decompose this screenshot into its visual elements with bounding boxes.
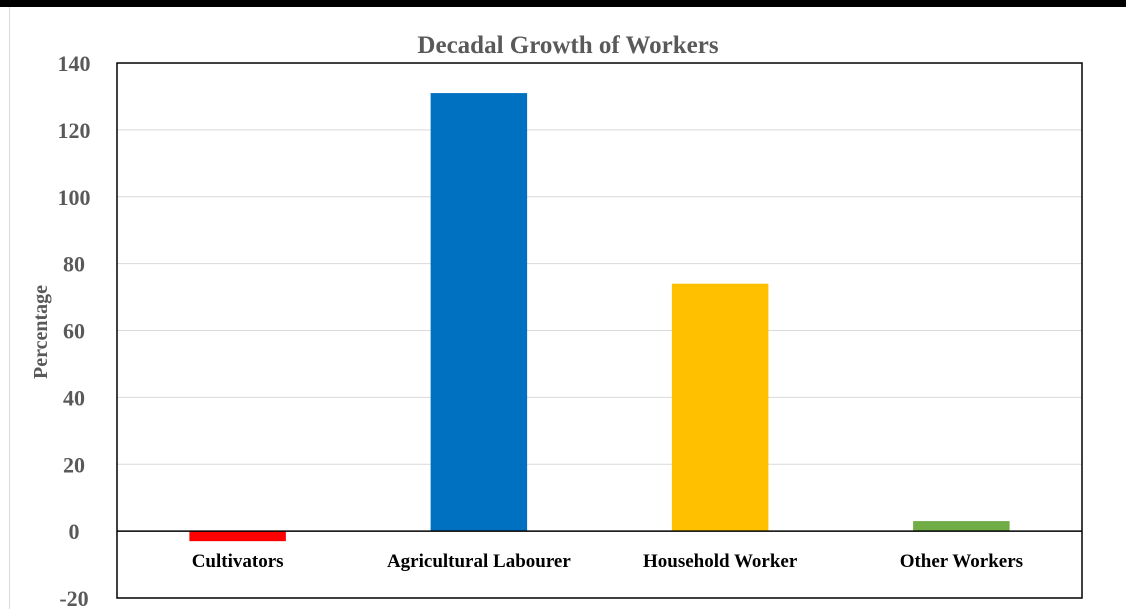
category-labels: Cultivators Agricultural Labourer Househol…: [192, 551, 1023, 572]
bars: [189, 93, 1010, 542]
y-tick-label: 100: [58, 185, 91, 210]
y-tick-label: 0: [69, 519, 80, 544]
gridlines: [117, 129, 1082, 465]
bar: [671, 283, 769, 532]
y-tick-label: 40: [63, 385, 85, 410]
y-tick-label: -20: [59, 586, 88, 609]
plot-area-frame: [116, 62, 1083, 599]
y-axis-title: Percentage: [30, 285, 52, 379]
category-label: Cultivators: [192, 551, 284, 572]
category-label: Household Worker: [643, 551, 798, 572]
y-tick-label: 120: [58, 118, 91, 143]
bar: [913, 521, 1010, 532]
bar: [189, 531, 286, 542]
category-label: Other Workers: [900, 551, 1023, 572]
y-tick-label: 140: [58, 51, 91, 76]
y-tick-label: 20: [63, 452, 85, 477]
y-tick-label: 80: [63, 252, 85, 277]
y-tick-labels: -20 0 20 40 60 80 100 120 140: [58, 51, 91, 609]
top-border: [0, 0, 1126, 7]
left-divider: [9, 7, 10, 609]
chart-title: Decadal Growth of Workers: [417, 32, 718, 59]
y-tick-label: 60: [63, 319, 85, 344]
category-label: Agricultural Labourer: [387, 551, 571, 572]
bar: [430, 93, 528, 532]
